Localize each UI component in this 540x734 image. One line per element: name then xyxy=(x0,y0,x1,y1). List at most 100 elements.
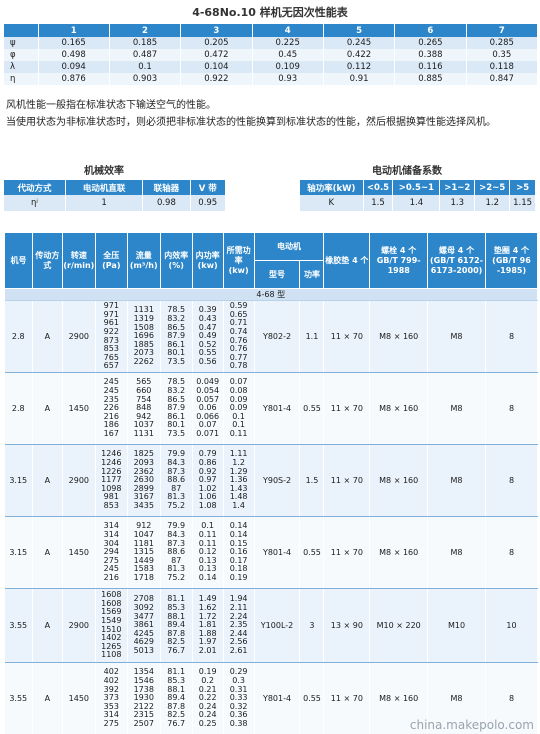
total-pressure: 1549 xyxy=(101,615,122,625)
total-pressure: 275 xyxy=(103,718,119,728)
flow: 1315 xyxy=(133,547,154,557)
internal-efficiency-cell: 81.1 85.3 88.1 89.4 87.8 82.5 76.7 xyxy=(160,588,193,663)
required-power: 0.07 xyxy=(229,377,248,387)
total-pressure-cell: 971 971 961 922 873 853 765 657 xyxy=(95,300,128,373)
internal-power: 0.43 xyxy=(198,314,217,324)
perf-value-cell: 0.094 xyxy=(38,61,110,73)
bolt: M8 × 160 xyxy=(369,662,429,734)
coef-header-cell: 轴功率(kW) xyxy=(300,180,364,195)
motor-power: 0.55 xyxy=(299,372,325,445)
required-power: 1.29 xyxy=(229,466,248,476)
required-power: 0.1 xyxy=(232,411,245,421)
eff-header-cell: 电动机直联 xyxy=(65,180,144,195)
fan-group-row: 3.55 A 2900 1608 1608 1569 1549 1510 1402 1265 110… xyxy=(4,588,539,663)
flow: 2315 xyxy=(133,710,154,720)
perf-header-cell: 2 xyxy=(109,24,182,37)
motor-power: 0.55 xyxy=(299,662,325,734)
rubber-pad: 11 × 70 xyxy=(323,372,371,445)
coef-value-cell: K xyxy=(300,195,364,211)
fan-no: 3.55 xyxy=(4,588,33,663)
required-power: 0.1 xyxy=(232,420,245,430)
internal-efficiency: 82.5 xyxy=(167,710,186,720)
total-pressure: 304 xyxy=(103,538,119,548)
internal-power: 0.071 xyxy=(196,428,220,438)
speed: 1450 xyxy=(62,516,96,589)
total-pressure: 226 xyxy=(103,403,119,413)
flow: 1131 xyxy=(133,428,154,438)
flow: 1885 xyxy=(133,339,154,349)
col-internal-power: 内功率 (kw) xyxy=(191,232,224,289)
internal-efficiency: 83.2 xyxy=(167,386,186,396)
rubber-pad: 11 × 70 xyxy=(323,444,371,517)
bolt: M8 × 160 xyxy=(369,516,429,589)
perf-symbol-cell: η xyxy=(4,73,39,85)
internal-power: 0.057 xyxy=(196,394,220,404)
internal-power-cell: 0.79 0.86 0.92 0.97 1.02 1.06 1.08 xyxy=(192,444,224,517)
total-pressure-cell: 402 402 392 373 353 314 275 xyxy=(95,662,128,734)
internal-efficiency: 83.2 xyxy=(167,314,186,324)
motor-type: Y100L-2 xyxy=(254,588,301,663)
total-pressure: 275 xyxy=(103,555,119,565)
internal-power: 0.56 xyxy=(198,356,217,366)
total-pressure: 402 xyxy=(103,667,119,677)
internal-power: 0.79 xyxy=(198,449,217,459)
internal-efficiency: 89.4 xyxy=(167,620,186,630)
internal-efficiency-cell: 81.1 85.3 88.1 89.4 87.8 82.5 76.7 xyxy=(160,662,193,734)
internal-power: 0.07 xyxy=(198,420,217,430)
internal-efficiency-cell: 78.5 83.2 86.5 87.9 86.1 80.1 73.5 xyxy=(160,300,193,373)
required-power: 0.14 xyxy=(229,521,248,531)
internal-efficiency: 73.5 xyxy=(167,356,186,366)
internal-power: 0.86 xyxy=(198,458,217,468)
perf-row: φ 0.498 0.487 0.472 0.45 0.422 0.388 0.35 xyxy=(4,49,539,61)
total-pressure: 245 xyxy=(103,377,119,387)
required-power-cell: 1.11 1.2 1.29 1.36 1.43 1.48 1.4 xyxy=(223,444,255,517)
required-power: 2.56 xyxy=(229,637,248,647)
fan-no: 2.8 xyxy=(4,372,33,445)
internal-efficiency-cell: 78.5 83.2 86.5 87.9 86.1 80.1 73.5 xyxy=(160,372,193,445)
total-pressure: 1608 xyxy=(101,590,122,600)
perf-value-cell: 0.165 xyxy=(38,37,110,49)
flow: 754 xyxy=(136,394,152,404)
nut: M8 xyxy=(427,662,486,734)
fan-no: 3.15 xyxy=(4,516,33,589)
total-pressure: 853 xyxy=(103,344,119,354)
internal-power: 2.01 xyxy=(198,645,217,655)
required-power-cell: 0.29 0.3 0.31 0.33 0.32 0.36 0.38 xyxy=(223,662,255,734)
internal-power: 0.14 xyxy=(198,572,217,582)
col-total-pressure: 全压 (Pa) xyxy=(94,232,128,289)
required-power: 0.38 xyxy=(229,718,248,728)
internal-power: 1.08 xyxy=(198,500,217,510)
total-pressure-cell: 1246 1246 1226 1177 1098 981 853 xyxy=(95,444,128,517)
washer: 10 xyxy=(485,588,539,663)
perf-value-cell: 0.885 xyxy=(394,73,467,85)
total-pressure: 1246 xyxy=(101,458,122,468)
nut: M8 xyxy=(427,372,486,445)
internal-power: 0.066 xyxy=(196,411,220,421)
total-pressure: 1177 xyxy=(101,475,122,485)
required-power: 0.09 xyxy=(229,394,248,404)
internal-power: 0.55 xyxy=(198,348,217,358)
col-fan-no: 机号 xyxy=(4,232,33,289)
flow: 3435 xyxy=(133,500,154,510)
perf-value-cell: 0.45 xyxy=(252,49,324,61)
internal-efficiency: 82.5 xyxy=(167,637,186,647)
total-pressure: 971 xyxy=(103,301,119,311)
flow: 1449 xyxy=(133,555,154,565)
eff-value-cell: 0.98 xyxy=(142,195,191,211)
required-power-cell: 0.59 0.65 0.71 0.74 0.76 0.76 0.77 0.78 xyxy=(223,300,255,373)
required-power: 0.15 xyxy=(229,538,248,548)
internal-efficiency: 78.5 xyxy=(167,377,186,387)
flow: 1047 xyxy=(133,530,154,540)
eff-header-cell: 代动方式 xyxy=(4,180,66,195)
eff-value-cell: 0.95 xyxy=(190,195,226,211)
required-power: 1.4 xyxy=(232,500,245,510)
total-pressure: 971 xyxy=(103,309,119,319)
required-power: 0.18 xyxy=(229,564,248,574)
speed: 2900 xyxy=(62,444,96,517)
internal-efficiency: 78.5 xyxy=(167,305,186,315)
motor-power: 1.1 xyxy=(299,300,325,373)
fan-group-row: 2.8 A 2900 971 971 961 922 873 853 765 657 1131 1319… xyxy=(4,300,539,373)
internal-efficiency: 86.1 xyxy=(167,339,186,349)
internal-power: 1.49 xyxy=(198,594,217,604)
required-power: 2.61 xyxy=(229,645,248,655)
